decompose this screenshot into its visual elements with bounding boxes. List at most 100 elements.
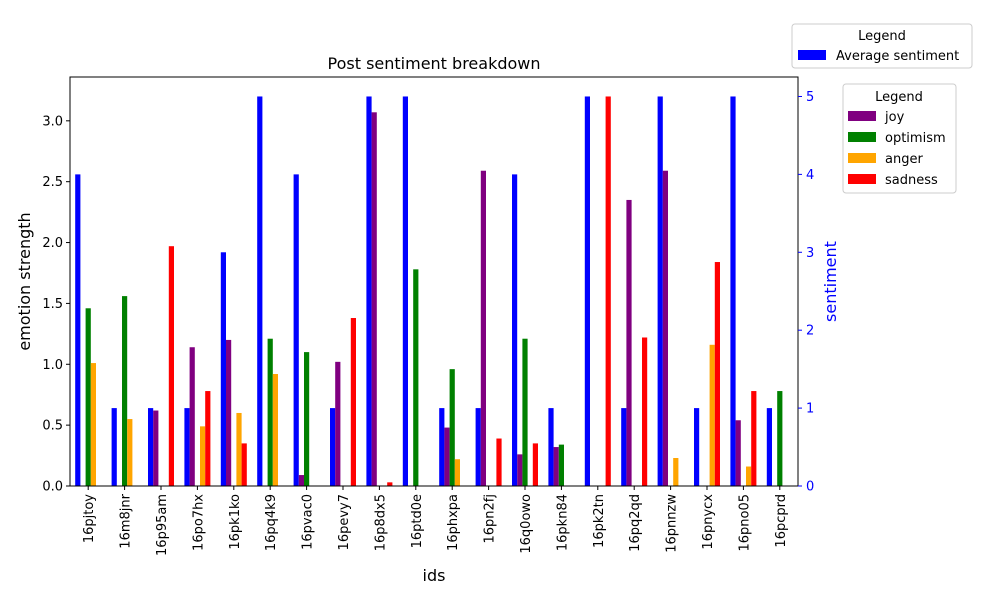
bar-sentiment-16pno05 [730,96,736,486]
bar-sadness-16p95am [168,246,174,486]
x-tick-label-16pcprd: 16pcprd [774,494,789,548]
bar-sentiment-16pjtoy [75,174,81,486]
y2-tick-label: 2 [806,324,814,339]
bar-joy-16pevy7 [335,361,341,486]
y2-tick-label: 3 [806,246,814,261]
bar-sentiment-16po7hx [184,408,190,486]
x-tick-label-16m8jnr: 16m8jnr [119,493,134,548]
bar-sentiment-16pvac0 [293,174,299,486]
x-tick-label-16pk1ko: 16pk1ko [228,494,243,550]
x-tick-label-16pkn84: 16pkn84 [555,494,570,551]
bar-joy-16pn2fj [480,170,486,486]
bar-sentiment-16p95am [148,408,154,486]
x-tick-label-16q0owo: 16q0owo [519,494,534,554]
y-axis-label: emotion strength [15,212,34,350]
bar-sentiment-16pnycx [694,408,700,486]
y-tick-label: 0.0 [42,480,63,495]
bar-joy-16phxpa [444,427,450,486]
y2-tick-label: 1 [806,402,814,417]
bar-joy-16pkn84 [553,447,559,486]
bar-optimism-16phxpa [449,369,455,486]
bar-optimism-16pq4k9 [267,338,273,486]
x-tick-label-16pevy7: 16pevy7 [337,494,352,550]
bar-anger-16pnycx [709,344,715,486]
x-tick-label-16pnnzw: 16pnnzw [665,494,680,553]
x-tick-label-16phxpa: 16phxpa [446,494,461,551]
chart-title: Post sentiment breakdown [328,54,541,73]
y-tick-label: 2.0 [42,236,63,251]
bar-sadness-16pno05 [751,391,757,486]
legend-emotions-title: Legend [875,90,923,105]
bar-sentiment-16p8dx5 [366,96,372,486]
y2-tick-label: 4 [806,168,814,183]
legend-label-joy: joy [884,110,905,125]
bar-anger-16phxpa [454,459,460,486]
y-tick-label: 0.5 [42,419,63,434]
y-tick-label: 1.0 [42,358,63,373]
bar-sadness-16pq2qd [642,337,648,486]
bar-joy-16pq2qd [626,199,632,486]
legend-label-anger: anger [885,152,923,167]
bar-optimism-16pjtoy [85,308,91,486]
bar-anger-16pno05 [746,466,752,486]
bar-sadness-16pk2tn [605,96,611,486]
bar-joy-16pvac0 [298,475,304,486]
bar-optimism-16m8jnr [122,296,128,486]
bar-sentiment-16pq2qd [621,408,627,486]
bar-sentiment-16q0owo [512,174,518,486]
x-tick-label-16po7hx: 16po7hx [191,494,206,551]
legend-swatch-anger [848,153,876,163]
legend-label-optimism: optimism [885,131,946,146]
bar-sadness-16q0owo [532,443,538,486]
bar-joy-16p95am [153,410,159,486]
y-tick-label: 2.5 [42,175,63,190]
bar-sadness-16pevy7 [350,318,356,486]
bar-optimism-16ptd0e [413,269,419,486]
bar-joy-16pk1ko [226,339,232,486]
bar-anger-16m8jnr [127,419,133,486]
bar-joy-16pnnzw [662,170,668,486]
legend-swatch-optimism [848,132,876,142]
plot-frame [69,76,799,487]
y2-tick-label: 5 [806,90,814,105]
bar-sadness-16po7hx [205,391,211,486]
bar-optimism-16pcprd [777,391,783,486]
bar-joy-16q0owo [517,454,523,486]
x-axis-label: ids [423,566,446,585]
legend-sentiment-label: Average sentiment [836,49,959,64]
bar-anger-16pq4k9 [272,374,278,486]
x-tick-label-16pjtoy: 16pjtoy [82,494,97,543]
bar-anger-16pnnzw [673,458,679,486]
bar-optimism-16q0owo [522,338,528,486]
x-tick-label-16p95am: 16p95am [155,494,170,556]
x-tick-label-16pno05: 16pno05 [737,494,752,552]
bar-joy-16pno05 [735,420,741,486]
bars-layer [75,96,783,486]
legend-sentiment-box [791,23,973,69]
x-tick-label-16pvac0: 16pvac0 [301,494,316,550]
x-tick-label-16pq4k9: 16pq4k9 [264,494,279,551]
bar-sentiment-16pk2tn [584,96,590,486]
bar-sentiment-16pevy7 [330,408,336,486]
bar-anger-16pk1ko [236,412,242,486]
x-tick-label-16ptd0e: 16ptd0e [410,494,425,548]
bar-anger-16po7hx [200,426,206,486]
x-tick-label-16p8dx5: 16p8dx5 [373,494,388,551]
bar-joy-16po7hx [189,347,195,486]
bar-sentiment-16pkn84 [548,408,554,486]
bar-sentiment-16pnnzw [657,96,663,486]
x-tick-label-16pnycx: 16pnycx [701,494,716,550]
legend-emotions: Legend joy optimism anger sadness [842,83,957,194]
bar-anger-16pjtoy [90,363,96,486]
legend-label-sadness: sadness [885,173,938,188]
bar-joy-16p8dx5 [371,112,377,486]
y-tick-label: 3.0 [42,114,63,129]
bar-optimism-16pkn84 [558,444,564,486]
bar-sadness-16p8dx5 [387,482,393,486]
bar-sentiment-16phxpa [439,408,445,486]
y2-axis-label: sentiment [821,241,840,322]
bar-sentiment-16pq4k9 [257,96,263,486]
axes-layer: 16pjtoy 16m8jnr 16p95am 16po7hx 16pk1ko 16pq4… [42,90,814,556]
y-tick-label: 1.5 [42,297,63,312]
